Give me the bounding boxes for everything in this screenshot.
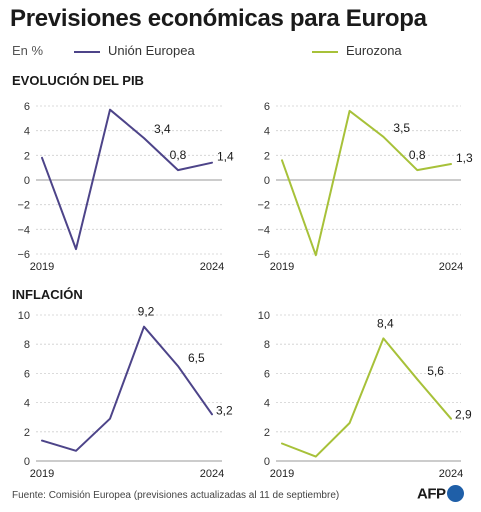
chart-4-series-line	[281, 337, 452, 458]
chart-1-xtick-label: 2019	[30, 261, 54, 273]
chart-3-series-line	[41, 325, 213, 452]
legend-label-union-europea: Unión Europea	[108, 43, 195, 58]
chart-1-ytick-label: −6	[17, 249, 30, 261]
chart-1-data-label: 0,8	[170, 148, 187, 162]
chart-3-ytick-label: 4	[24, 398, 30, 410]
chart-4-xtick-label: 2024	[439, 468, 463, 480]
chart-3-ytick-label: 8	[24, 339, 30, 351]
chart-2-ytick-label: −2	[257, 200, 270, 212]
chart-4-ytick-label: 0	[264, 456, 270, 468]
legend-item-union-europea: Unión Europea	[74, 43, 195, 58]
chart-1-ytick-label: −4	[17, 224, 30, 236]
chart-3-xtick-label: 2019	[30, 468, 54, 480]
chart-3-ytick-label: 6	[24, 368, 30, 380]
chart-3-ytick-label: 2	[24, 427, 30, 439]
chart-2-ytick-label: 0	[264, 175, 270, 187]
legend-swatch-union-europea	[74, 50, 100, 53]
chart-4-xtick-label: 2019	[270, 468, 294, 480]
chart-3-data-label: 9,2	[138, 305, 155, 319]
chart-1-series-line	[41, 108, 213, 251]
page-title: Previsiones económicas para Europa	[10, 5, 427, 32]
chart-3-ytick-label: 10	[18, 310, 30, 322]
afp-logo-dot	[446, 485, 464, 503]
afp-logo: AFP	[417, 485, 464, 503]
legend-swatch-eurozona	[312, 50, 338, 53]
chart-3-ytick-label: 0	[24, 456, 30, 468]
units-label: En %	[12, 43, 44, 58]
chart-3-data-label: 6,5	[188, 351, 205, 365]
source-note: Fuente: Comisión Europea (previsiones ac…	[12, 490, 340, 501]
chart-1-ytick-label: 6	[24, 101, 30, 113]
chart-1-ytick-label: 0	[24, 175, 30, 187]
chart-1-ytick-label: 4	[24, 126, 30, 138]
chart-3-data-label: 3,2	[216, 403, 233, 417]
chart-3-xtick-label: 2024	[200, 468, 224, 480]
chart-1-data-label: 1,4	[217, 150, 234, 164]
chart-4-ytick-label: 10	[258, 310, 270, 322]
chart-2-ytick-label: 2	[264, 150, 270, 162]
chart-4-ytick-label: 2	[264, 427, 270, 439]
chart-1-data-label: 3,4	[154, 122, 171, 136]
chart-4-data-label: 5,6	[427, 364, 444, 378]
chart-2-series-line	[281, 109, 452, 257]
afp-logo-text: AFP	[417, 485, 446, 503]
chart-2-ytick-label: 6	[264, 101, 270, 113]
chart-4-data-label: 8,4	[377, 316, 394, 330]
legend-label-eurozona: Eurozona	[346, 43, 402, 58]
chart-2-data-label: 3,5	[393, 121, 410, 135]
section-title-inflation: INFLACIÓN	[12, 287, 83, 302]
chart-1-ytick-label: 2	[24, 150, 30, 162]
chart-1-xtick-label: 2024	[200, 261, 224, 273]
chart-1-ytick-label: −2	[17, 200, 30, 212]
chart-4-ytick-label: 8	[264, 339, 270, 351]
chart-2-ytick-label: 4	[264, 126, 270, 138]
chart-4-ytick-label: 6	[264, 368, 270, 380]
chart-2-ytick-label: −6	[257, 249, 270, 261]
chart-2-ytick-label: −4	[257, 224, 270, 236]
legend-item-eurozona: Eurozona	[312, 43, 402, 58]
chart-2-xtick-label: 2019	[270, 261, 294, 273]
chart-4-ytick-label: 4	[264, 398, 270, 410]
chart-2-data-label: 0,8	[409, 148, 426, 162]
chart-2-xtick-label: 2024	[439, 261, 463, 273]
chart-4-data-label: 2,9	[455, 408, 472, 422]
section-title-pib: EVOLUCIÓN DEL PIB	[12, 73, 144, 88]
chart-2-data-label: 1,3	[456, 151, 473, 165]
